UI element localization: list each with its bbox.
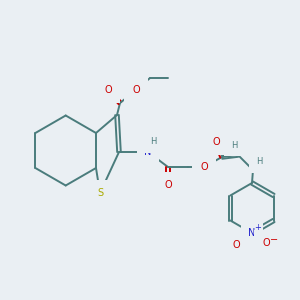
Text: O: O <box>164 180 172 190</box>
Text: H: H <box>256 158 262 166</box>
Text: S: S <box>97 188 103 198</box>
Text: O: O <box>200 162 208 172</box>
Text: N: N <box>248 228 256 238</box>
Text: O: O <box>262 238 270 248</box>
Text: −: − <box>270 235 278 245</box>
Text: O: O <box>232 240 240 250</box>
Text: H: H <box>150 137 156 146</box>
Text: H: H <box>231 140 237 149</box>
Text: O: O <box>104 85 112 95</box>
Text: N: N <box>144 147 152 157</box>
Text: O: O <box>132 85 140 95</box>
Text: +: + <box>255 224 261 232</box>
Text: O: O <box>212 137 220 147</box>
